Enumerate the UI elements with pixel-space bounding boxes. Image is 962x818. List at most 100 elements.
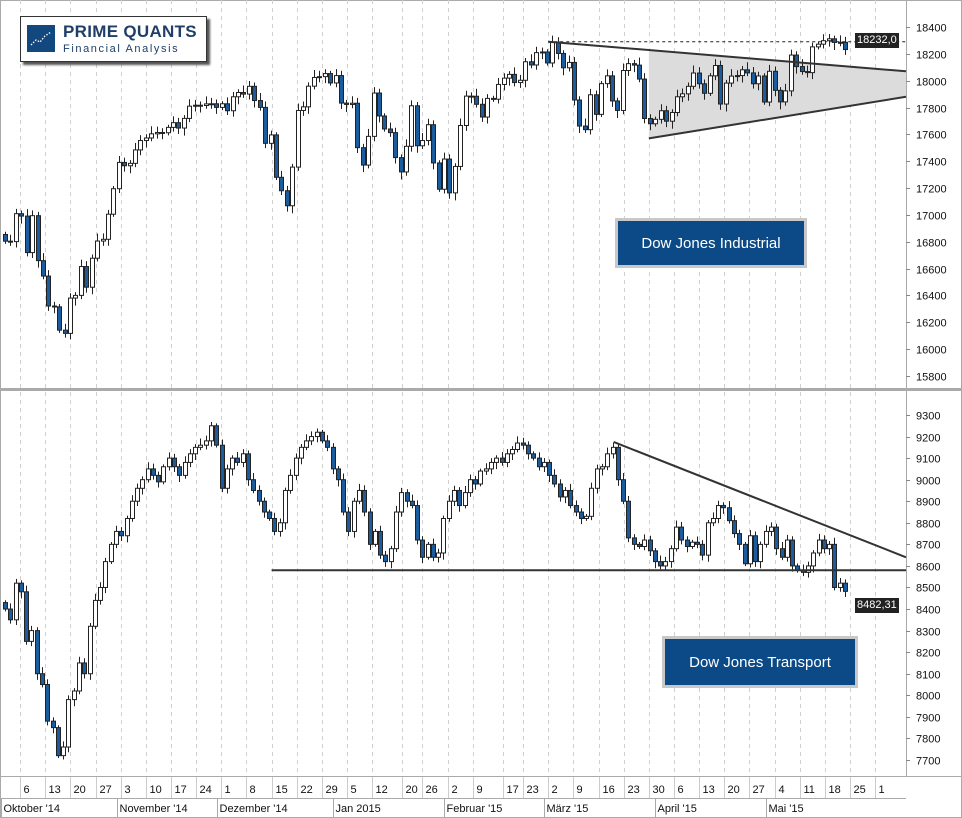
candle [290,166,295,207]
candle [447,158,452,194]
candle [188,453,193,463]
candle [36,215,41,262]
candle [485,97,490,118]
day-tick-label: 11 [804,784,815,796]
day-tick-label: 15 [276,784,288,796]
candle [708,75,713,94]
candle [453,165,458,194]
candle [146,468,151,481]
candle [468,479,473,494]
candle [685,539,690,548]
candle [748,535,753,565]
candle [561,52,566,69]
candle [225,103,230,112]
candle [794,54,799,68]
candle [632,63,637,66]
candle [480,103,485,118]
candle [88,625,93,675]
candle [138,140,143,151]
day-tick-label: 23 [527,784,539,796]
y-tick-label: 16000 [916,345,947,357]
candle [171,122,176,128]
candle [299,446,304,459]
candle [267,511,272,519]
candle [394,511,399,550]
candle [469,95,474,98]
y-tick-label: 8500 [916,583,940,595]
candle [95,240,100,259]
candle [512,73,517,84]
candle [383,554,388,563]
month-label: Oktober '14 [4,803,61,815]
candle [484,468,489,472]
logo: PRIME QUANTS Financial Analysis [20,16,207,62]
candle [664,110,669,122]
candle [838,582,843,588]
y-tick-label: 17800 [916,104,947,116]
candle [568,489,573,507]
candle [278,522,283,532]
candle [346,511,351,532]
candle [156,474,161,483]
candle [621,479,626,502]
candle [817,539,822,554]
candle [103,561,108,588]
day-tick-label: 8 [250,784,256,796]
candle [52,305,57,308]
y-tick-label: 15800 [916,372,947,384]
candle [716,505,721,519]
candle [542,461,547,468]
candle [426,543,431,558]
y-tick-label: 9200 [916,433,940,445]
candle [790,539,795,567]
candle [72,690,77,701]
day-tick-label: 20 [74,784,86,796]
candle [29,630,34,642]
candle [500,457,505,463]
month-label: Jan 2015 [336,803,381,815]
candle [378,530,383,556]
candle [45,684,50,722]
day-tick-label: 9 [577,784,583,796]
candle [122,161,127,167]
candle [149,133,154,139]
candle [8,608,13,621]
candle [90,257,95,288]
candle [572,61,577,101]
candle [294,457,299,476]
candle [621,69,626,111]
day-tick-label: 6 [678,784,684,796]
candle [729,75,734,84]
candle [177,466,182,476]
candle [762,75,767,103]
candle [579,511,584,519]
dji-last-price: 18232,0 [855,33,899,48]
candle [805,71,810,74]
candle [653,118,658,125]
candle [257,489,262,502]
candles-industrial [3,33,848,340]
y-tick-label: 9300 [916,411,940,423]
candle [767,70,772,103]
candle [531,453,536,459]
y-tick-label: 17000 [916,211,947,223]
candle [366,135,371,166]
candle [764,530,769,545]
candle [323,73,328,78]
candle [594,94,599,115]
day-tick-label: 3 [125,784,131,796]
y-tick-label: 8200 [916,648,940,660]
day-tick-label: 10 [150,784,162,796]
candle [296,109,301,168]
y-tick-label: 17400 [916,157,947,169]
candle [14,582,19,621]
candle [780,548,785,558]
candle [306,85,311,108]
logo-chart-icon [27,25,55,52]
candle [464,95,469,127]
candle [368,511,373,545]
candle [161,466,166,483]
candle [816,43,821,48]
candle [674,526,679,550]
